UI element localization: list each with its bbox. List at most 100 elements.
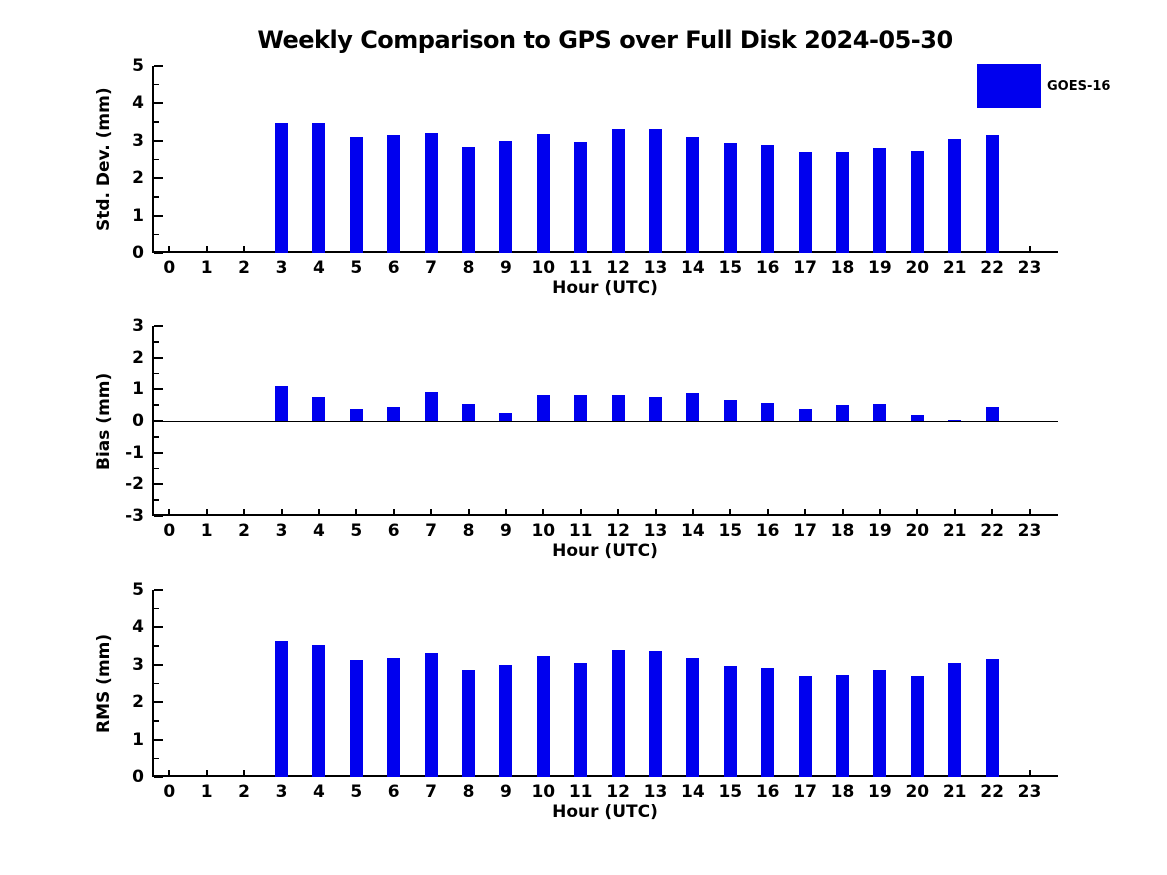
x-axis-spine [152, 251, 1058, 253]
x-tick-label: 15 [718, 521, 743, 541]
bar-hour-22 [985, 135, 999, 253]
bar-hour-21 [948, 662, 962, 777]
bias-x-axis-label: Hour (UTC) [552, 541, 658, 561]
y-tick [154, 451, 163, 454]
bar-hour-6 [387, 407, 401, 421]
bias-plot-area: -3 -2 -1 0 1 2 3 0 1 2 3 4 5 6 7 8 9 10 11 12 13 14 15 16 17 18 19… [125, 317, 1058, 540]
y-minor-tick [154, 83, 159, 86]
x-tick [804, 509, 807, 516]
y-tick-label: 0 [132, 243, 144, 263]
x-tick-label: 11 [568, 782, 593, 802]
bar-hour-15 [723, 665, 737, 777]
legend-swatch-goes16 [977, 64, 1041, 108]
x-tick-label: 7 [425, 258, 438, 278]
y-tick [154, 663, 163, 666]
bar-hour-22 [985, 659, 999, 777]
x-tick [991, 509, 994, 516]
x-tick-label: 12 [606, 521, 630, 541]
y-tick [154, 214, 163, 217]
x-tick-label: 3 [275, 258, 288, 278]
y-tick-label: 2 [132, 168, 144, 189]
x-tick-label: 3 [275, 782, 288, 802]
bar-hour-10 [536, 395, 550, 421]
x-tick-label: 21 [942, 782, 967, 802]
rms-subplot: RMS (mm) 0 1 2 3 4 5 0 1 2 3 4 5 6 7 8 9 10 11 12 13 14 15 16 1… [94, 581, 1058, 821]
y-tick-label: 0 [132, 411, 144, 431]
y-tick-label: 2 [132, 692, 144, 713]
y-minor-tick [154, 499, 159, 501]
x-tick [243, 509, 246, 516]
x-tick-label: 19 [868, 521, 892, 541]
x-tick-label: 12 [606, 782, 630, 802]
bar-hour-13 [649, 397, 662, 421]
y-minor-tick [154, 682, 159, 685]
zero-baseline [152, 420, 1058, 422]
y-tick [154, 356, 163, 359]
bar-hour-10 [536, 655, 550, 777]
x-tick-label: 16 [755, 521, 780, 541]
x-tick [168, 509, 171, 516]
bar-hour-17 [798, 676, 812, 777]
stddev-subplot: Std. Dev. (mm) 0 1 2 3 4 5 0 1 2 3 4 5 6 7 8 9 10 11 12 13 1… [94, 57, 1058, 297]
x-tick-label: 17 [793, 258, 817, 278]
x-tick [542, 509, 545, 516]
bar-hour-13 [649, 651, 662, 777]
y-minor-tick [154, 720, 159, 722]
y-minor-tick [154, 233, 159, 236]
y-minor-tick [154, 607, 159, 610]
x-tick-label: 22 [980, 782, 1004, 802]
x-tick-label: 18 [830, 782, 855, 802]
bar-hour-9 [499, 413, 513, 421]
x-tick [617, 509, 620, 516]
y-tick [154, 388, 163, 391]
x-tick-label: 20 [905, 521, 930, 541]
x-tick [504, 509, 507, 516]
x-tick [841, 509, 844, 516]
x-tick-label: 0 [163, 782, 176, 802]
bar-hour-21 [948, 420, 962, 422]
x-axis-spine [152, 775, 1058, 777]
y-tick [154, 252, 163, 254]
x-tick-label: 5 [350, 258, 363, 278]
y-tick [154, 701, 163, 704]
x-tick-label: 14 [681, 258, 705, 278]
y-tick-label: 0 [132, 767, 144, 787]
bar-hour-21 [948, 138, 962, 253]
y-tick [154, 483, 163, 486]
x-tick [953, 509, 956, 516]
y-minor-tick [154, 645, 159, 647]
x-tick [766, 509, 769, 516]
x-tick [916, 509, 919, 516]
bar-hour-14 [686, 393, 700, 421]
y-axis-spine [152, 590, 154, 777]
bar-hour-11 [574, 395, 588, 421]
x-tick-label: 11 [568, 521, 593, 541]
x-tick-label: 13 [643, 521, 668, 541]
y-tick [154, 738, 163, 741]
y-tick-label: 1 [132, 379, 144, 400]
x-tick-label: 1 [200, 782, 213, 802]
bar-hour-18 [836, 674, 849, 777]
bar-hour-4 [312, 122, 326, 253]
bar-hour-3 [275, 123, 288, 253]
bar-hour-12 [611, 649, 625, 777]
bar-hour-17 [798, 152, 812, 253]
y-tick-label: 5 [132, 580, 144, 600]
x-tick-label: 23 [1017, 521, 1042, 541]
x-tick [168, 770, 171, 777]
x-tick [355, 509, 358, 516]
y-tick-label: 3 [132, 316, 144, 336]
x-tick-label: 20 [905, 258, 930, 278]
bar-hour-11 [574, 142, 588, 253]
y-tick-label: 1 [132, 205, 144, 226]
x-tick [430, 509, 433, 516]
x-tick [205, 770, 208, 777]
bar-hour-4 [312, 644, 326, 777]
x-tick-label: 4 [312, 782, 325, 802]
x-tick [243, 770, 246, 777]
x-tick-label: 0 [163, 521, 176, 541]
bar-hour-16 [761, 667, 775, 777]
x-tick-label: 6 [387, 258, 400, 278]
bar-hour-17 [798, 408, 812, 421]
y-minor-tick [154, 757, 159, 760]
